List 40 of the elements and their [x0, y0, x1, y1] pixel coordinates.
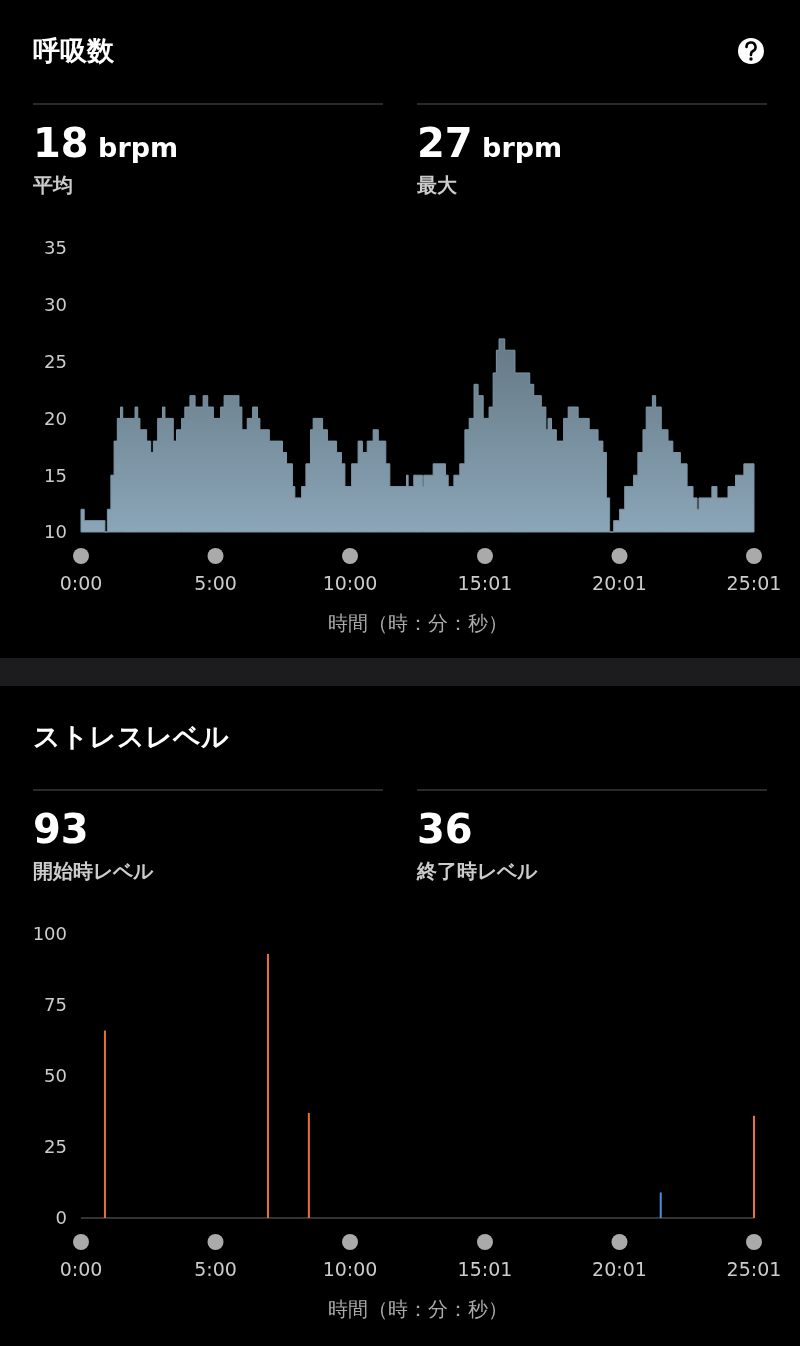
- text: 27 brpm: [417, 120, 563, 166]
- x-tick-label: 5:00: [194, 572, 237, 594]
- y-tick-label: 20: [44, 407, 67, 429]
- bar: [659, 1192, 662, 1218]
- y-tick-label: 50: [44, 1065, 67, 1087]
- text: 終了時レベル: [416, 859, 538, 883]
- y-tick-label: 25: [44, 1136, 67, 1158]
- bar: [266, 953, 269, 1218]
- text: 開始時レベル: [33, 859, 154, 883]
- y-tick-label: 15: [44, 464, 67, 486]
- x-tick-label: 25:01: [726, 572, 782, 594]
- x-tick-label: 0:00: [59, 1258, 103, 1280]
- text: 93: [33, 806, 89, 852]
- x-tick-label: 15:01: [457, 1258, 513, 1280]
- text: 36: [417, 806, 473, 852]
- bar: [103, 1030, 106, 1218]
- x-tick-label: 10:00: [322, 572, 378, 594]
- y-tick-label: 0: [55, 1207, 67, 1229]
- x-tick-label: 15:01: [457, 572, 513, 594]
- text: 18 brpm: [33, 120, 179, 166]
- y-tick-label: 25: [44, 350, 67, 372]
- x-tick-label: 20:01: [592, 572, 647, 594]
- x-axis-title: 時間（時：分：秒）: [327, 611, 508, 635]
- y-tick-label: 75: [44, 994, 67, 1016]
- x-axis-title: 時間（時：分：秒）: [327, 1297, 508, 1321]
- x-tick-label: 10:00: [322, 1258, 378, 1280]
- bar: [307, 1112, 310, 1218]
- x-tick-label: 20:01: [592, 1258, 647, 1280]
- y-tick-label: 10: [44, 521, 67, 543]
- text: 平均: [32, 173, 73, 197]
- y-tick-label: 35: [44, 237, 67, 259]
- chart-title: ストレスレベル: [33, 721, 229, 752]
- text: 最大: [416, 173, 458, 197]
- chart-title: 呼吸数: [33, 35, 115, 66]
- x-tick-label: 0:00: [59, 572, 103, 594]
- bar: [753, 1115, 755, 1218]
- x-tick-label: 5:00: [194, 1258, 237, 1280]
- y-tick-label: 100: [32, 923, 67, 945]
- x-tick-label: 25:01: [726, 1258, 782, 1280]
- y-tick-label: 30: [44, 294, 67, 316]
